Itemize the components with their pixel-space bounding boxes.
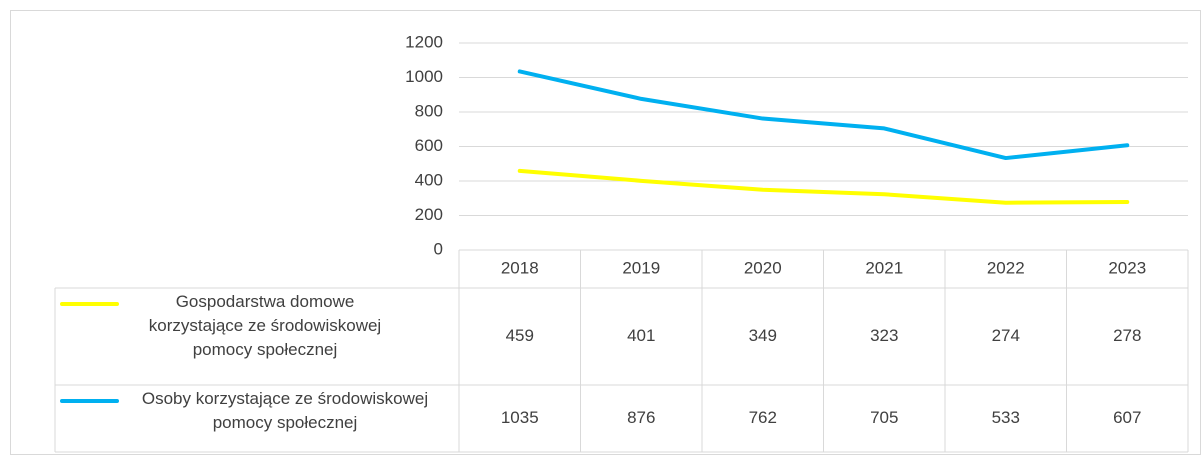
- table-value: 459: [506, 326, 534, 345]
- y-tick-label: 800: [415, 101, 443, 120]
- legend-label: Osoby korzystające ze środowiskowej pomo…: [141, 389, 429, 432]
- table-value: 274: [992, 326, 1020, 345]
- y-tick-label: 600: [415, 136, 443, 155]
- series-line: [517, 168, 1130, 205]
- x-tick-label: 2020: [744, 258, 782, 277]
- chart-frame: [10, 10, 1201, 455]
- table-value: 323: [870, 326, 898, 345]
- x-tick-label: 2023: [1108, 258, 1146, 277]
- series-line: [517, 69, 1130, 161]
- x-tick-label: 2022: [987, 258, 1025, 277]
- x-tick-label: 2021: [865, 258, 903, 277]
- table-value: 705: [870, 408, 898, 427]
- y-tick-label: 1000: [405, 67, 443, 86]
- y-tick-label: 0: [434, 239, 443, 258]
- x-tick-label: 2019: [622, 258, 660, 277]
- table-value: 349: [749, 326, 777, 345]
- table-value: 278: [1113, 326, 1141, 345]
- legend-label-box: Gospodarstwa domowe korzystające ze środ…: [148, 292, 382, 359]
- legend-label-box: Osoby korzystające ze środowiskowej pomo…: [141, 389, 429, 432]
- legend-label: Gospodarstwa domowe korzystające ze środ…: [148, 292, 382, 359]
- x-tick-label: 2018: [501, 258, 539, 277]
- table-value: 762: [749, 408, 777, 427]
- table-value: 1035: [501, 408, 539, 427]
- y-tick-label: 200: [415, 205, 443, 224]
- y-tick-label: 400: [415, 170, 443, 189]
- table-value: 607: [1113, 408, 1141, 427]
- table-value: 533: [992, 408, 1020, 427]
- y-tick-label: 1200: [405, 32, 443, 51]
- table-value: 401: [627, 326, 655, 345]
- table-value: 876: [627, 408, 655, 427]
